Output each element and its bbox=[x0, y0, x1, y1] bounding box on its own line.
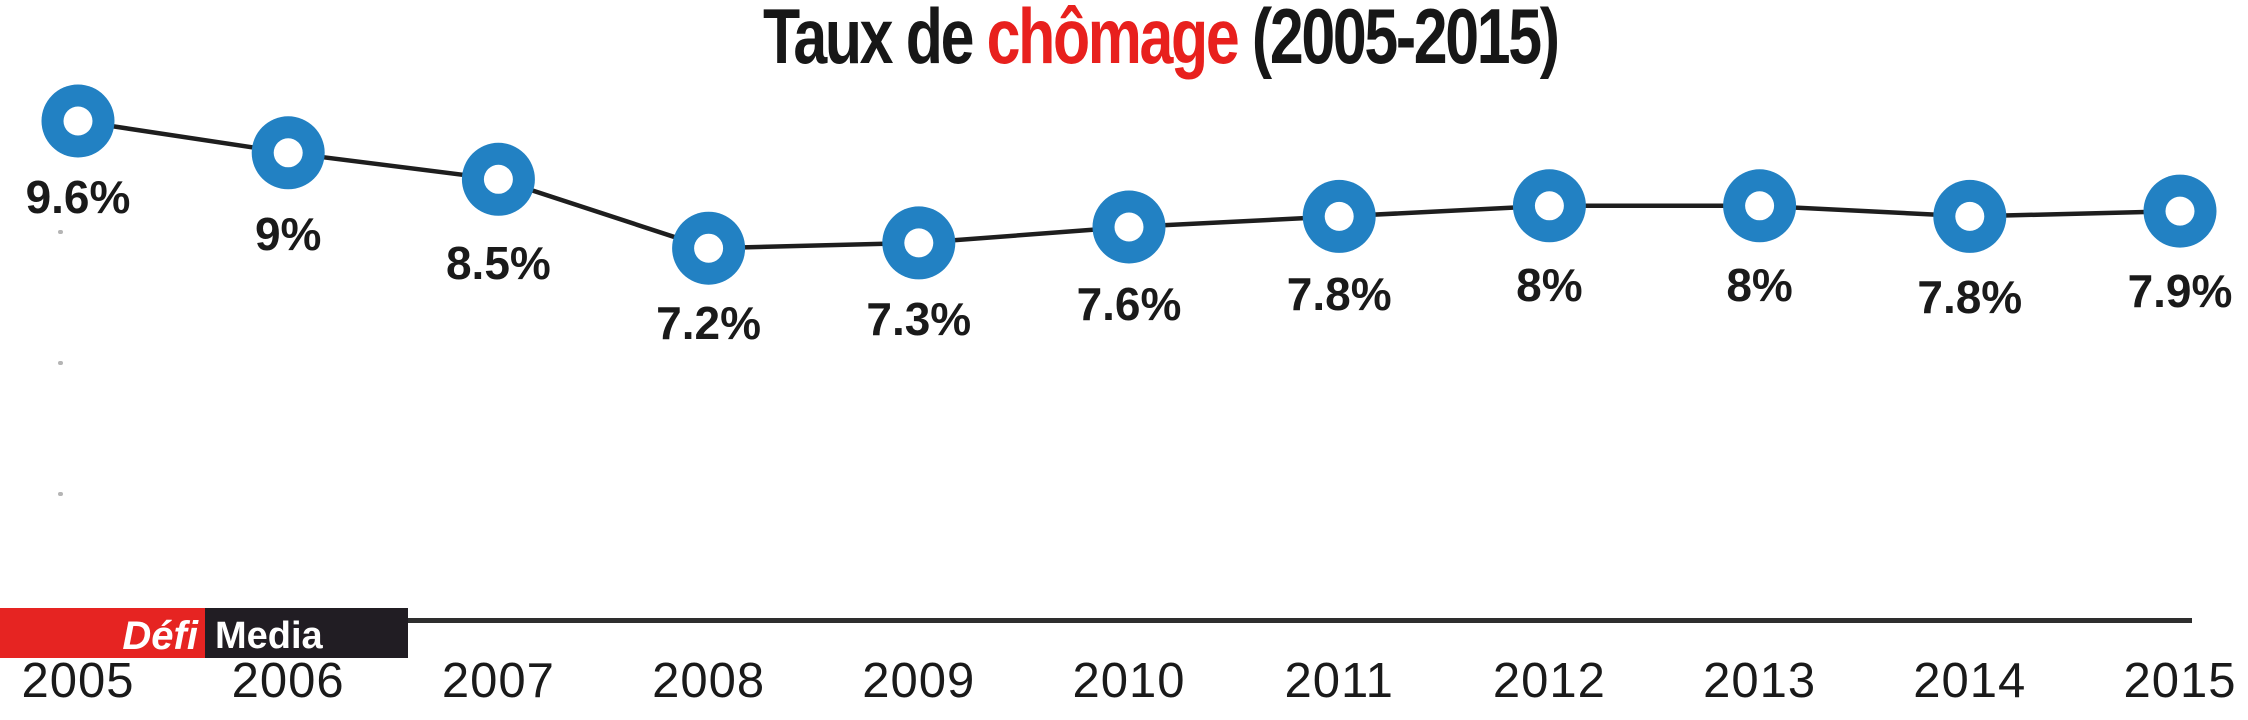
tick-dot bbox=[58, 230, 63, 234]
data-point-marker bbox=[1302, 179, 1376, 253]
value-label: 9% bbox=[254, 207, 322, 260]
x-tick-label: 2006 bbox=[231, 654, 345, 708]
title-highlight: chômage bbox=[986, 0, 1239, 80]
data-point-marker bbox=[1512, 169, 1586, 243]
value-label: 7.3% bbox=[866, 292, 972, 345]
data-point-marker bbox=[1092, 190, 1166, 264]
tick-dot bbox=[58, 361, 63, 365]
data-point-marker bbox=[882, 206, 956, 280]
brand-logo-defi-text: Défi bbox=[122, 613, 198, 658]
data-point-marker bbox=[1933, 179, 2007, 253]
chart-title: Taux de chômage (2005-2015) bbox=[762, 0, 1560, 80]
title-part-1: Taux de bbox=[762, 0, 987, 80]
chart-title-row: Taux de chômage (2005-2015) bbox=[0, 0, 2248, 77]
data-point-marker bbox=[251, 116, 325, 190]
brand-logo: Défi Media bbox=[0, 608, 408, 658]
brand-logo-defi: Défi bbox=[0, 608, 205, 658]
x-tick-label: 2011 bbox=[1284, 654, 1394, 708]
x-tick-label: 2012 bbox=[1492, 654, 1606, 708]
tick-dot bbox=[58, 492, 63, 496]
data-point-marker bbox=[2143, 174, 2217, 248]
x-tick-label: 2007 bbox=[441, 654, 555, 708]
x-tick-label: 2008 bbox=[652, 654, 766, 708]
x-tick-label: 2013 bbox=[1703, 654, 1817, 708]
x-tick-label: 2014 bbox=[1913, 654, 2027, 708]
value-label: 8.5% bbox=[445, 237, 551, 290]
x-tick-label: 2010 bbox=[1072, 654, 1186, 708]
x-tick-label: 2015 bbox=[2123, 654, 2237, 708]
data-point-marker bbox=[41, 84, 115, 158]
brand-logo-media: Media bbox=[205, 608, 408, 658]
value-label: 7.6% bbox=[1076, 278, 1182, 330]
data-point-marker bbox=[672, 211, 746, 285]
title-part-2: (2005-2015) bbox=[1237, 0, 1560, 80]
data-point-marker bbox=[461, 142, 535, 216]
value-label: 7.9% bbox=[2127, 265, 2233, 318]
x-axis-line bbox=[0, 618, 2192, 623]
data-point-marker bbox=[1723, 169, 1797, 243]
value-label: 8% bbox=[1516, 258, 1583, 311]
brand-logo-media-text: Media bbox=[215, 614, 323, 657]
value-label: 8% bbox=[1726, 258, 1793, 311]
value-label: 7.8% bbox=[1917, 271, 2023, 324]
x-tick-label: 2009 bbox=[862, 654, 976, 708]
x-tick-label: 2005 bbox=[21, 654, 135, 708]
value-label: 9.6% bbox=[25, 171, 131, 223]
value-label: 7.2% bbox=[656, 297, 762, 350]
value-label: 7.8% bbox=[1286, 268, 1392, 321]
